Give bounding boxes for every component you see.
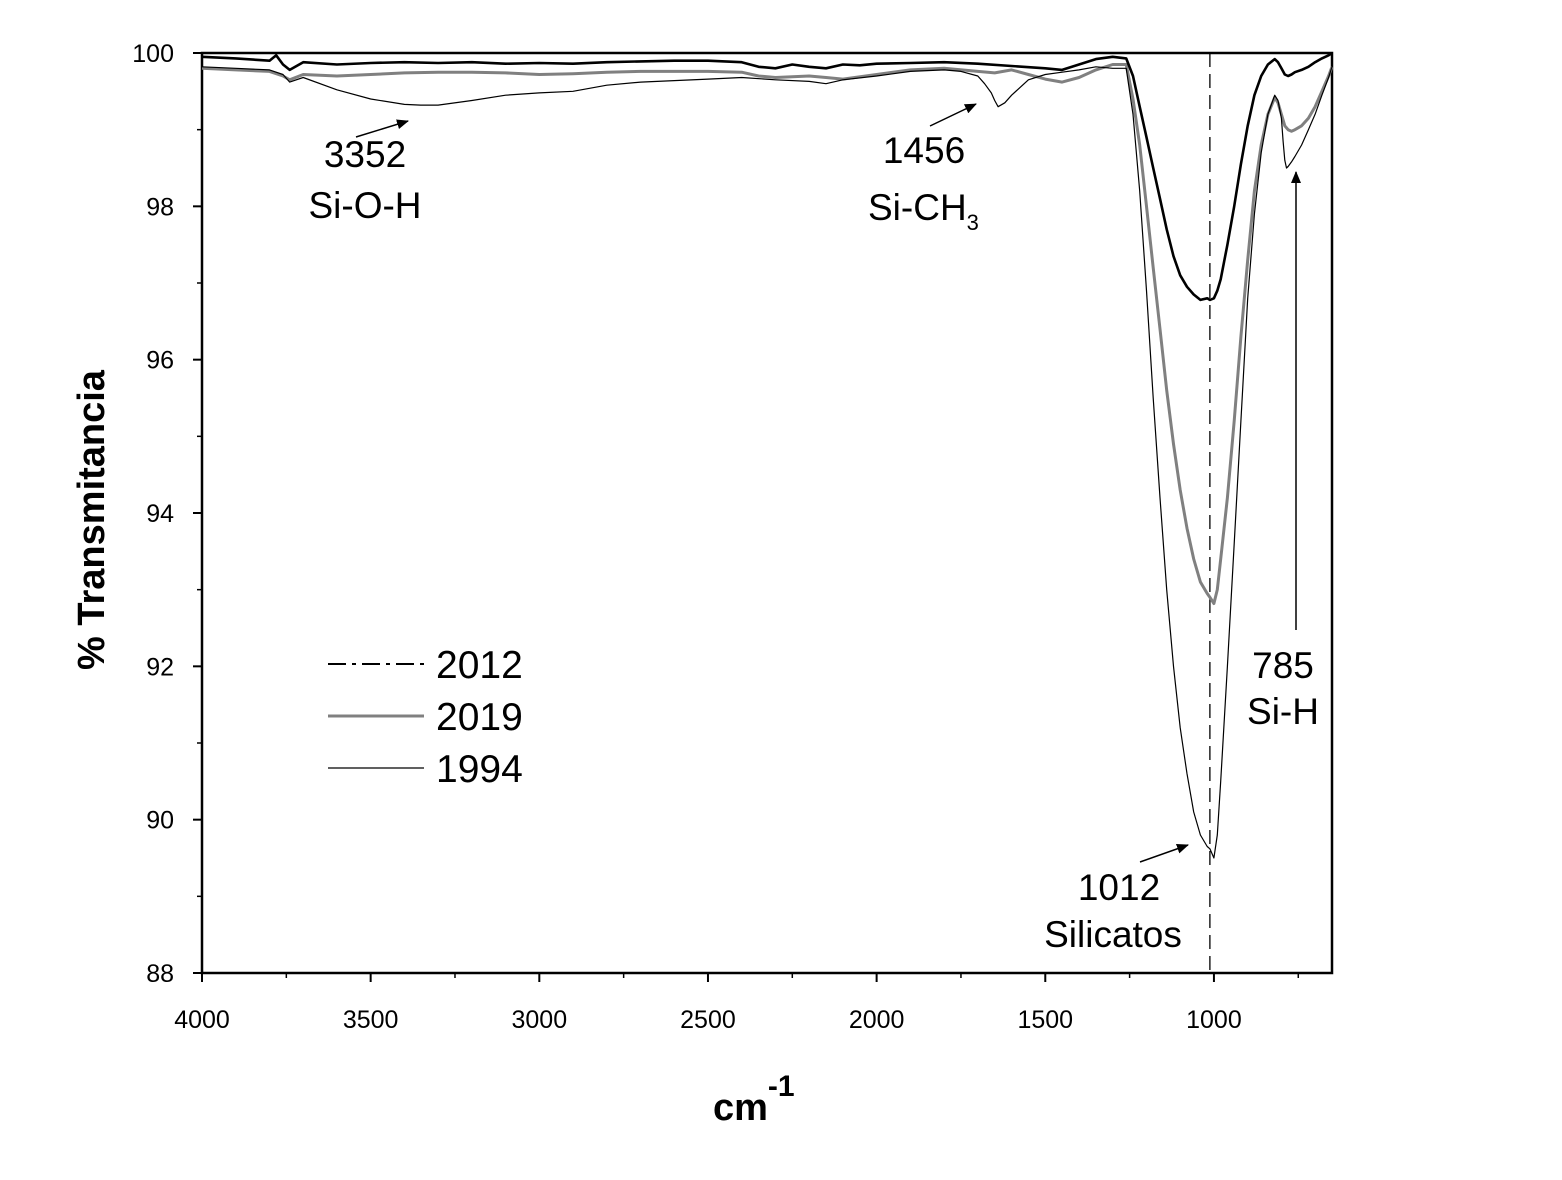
x-axis-title-exponent: -1 <box>768 1070 795 1103</box>
annotation-1456-wavenumber: 1456 <box>883 130 965 171</box>
annotation-1456-arrow <box>929 103 977 127</box>
annotation-1012: 1012 Silicatos <box>1044 843 1189 955</box>
annotation-3352: 3352 Si-O-H <box>308 119 422 226</box>
y-tick-label: 88 <box>146 960 174 988</box>
annotation-1012-arrow <box>1139 843 1189 863</box>
series-line-1994 <box>201 66 1333 859</box>
x-axis-title: cm-1 <box>713 1070 795 1129</box>
y-tick-label: 100 <box>132 40 174 68</box>
x-tick-label: 4000 <box>174 1006 230 1034</box>
annotation-1012-label: Silicatos <box>1044 914 1182 955</box>
x-tick-label: 1500 <box>1017 1006 1073 1034</box>
annotation-3352-arrow <box>355 119 409 138</box>
y-axis-title: % Transmitancia <box>71 369 113 670</box>
x-tick-label: 2000 <box>849 1006 905 1034</box>
legend: 2012 2019 1994 <box>328 644 523 791</box>
axis-ticks: 4000 3500 3000 2500 2000 1500 1000 88 90 92 94 96 98… <box>132 40 1300 1034</box>
y-tick-label: 90 <box>146 807 174 835</box>
x-tick-label: 3000 <box>512 1006 568 1034</box>
annotation-785: 785 Si-H <box>1247 171 1319 732</box>
annotation-3352-label: Si-O-H <box>308 185 421 226</box>
x-tick-label: 2500 <box>680 1006 736 1034</box>
y-tick-label: 94 <box>146 500 174 528</box>
legend-label-2012: 2012 <box>436 644 523 687</box>
annotation-1456: 1456 Si-CH3 <box>868 103 979 235</box>
series-lines <box>201 51 1334 859</box>
x-axis-title-unit: cm <box>713 1087 768 1129</box>
series-line-2012 <box>201 51 1333 302</box>
annotation-785-label: Si-H <box>1247 691 1319 732</box>
annotation-1456-formula: Si-CH <box>868 187 967 228</box>
legend-label-2019: 2019 <box>436 696 523 739</box>
annotation-1456-label: Si-CH3 <box>868 187 979 235</box>
y-tick-label: 98 <box>146 193 174 221</box>
legend-label-1994: 1994 <box>436 748 523 791</box>
x-tick-label: 3500 <box>343 1006 399 1034</box>
series-line-2019 <box>201 63 1334 605</box>
annotation-1012-wavenumber: 1012 <box>1078 867 1160 908</box>
annotation-785-wavenumber: 785 <box>1252 645 1314 686</box>
x-tick-label: 1000 <box>1186 1006 1242 1034</box>
annotation-3352-wavenumber: 3352 <box>324 134 406 175</box>
y-tick-label: 92 <box>146 653 174 681</box>
y-tick-label: 96 <box>146 347 174 375</box>
annotation-1456-subscript: 3 <box>967 210 979 235</box>
